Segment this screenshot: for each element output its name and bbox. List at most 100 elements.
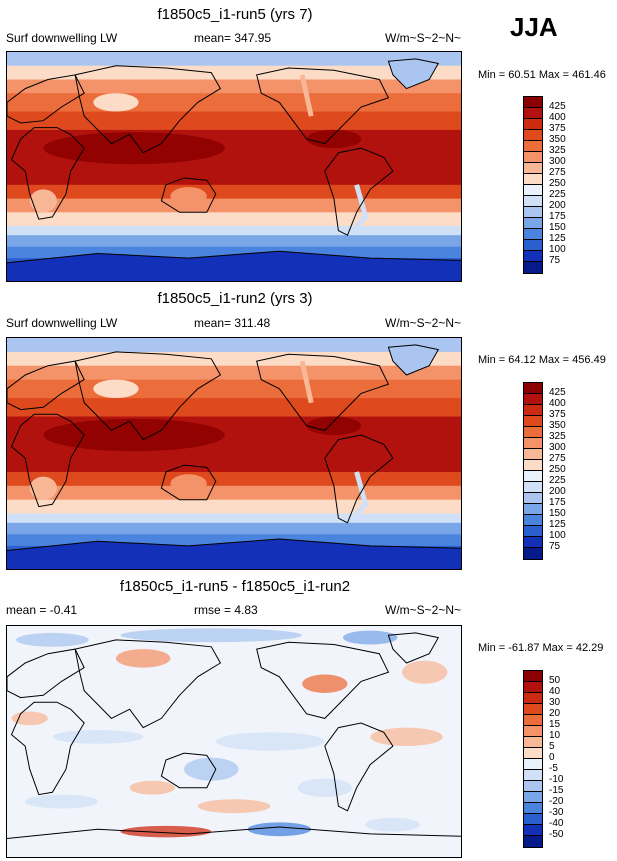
coastline-europe	[7, 360, 85, 411]
colorbar-swatch	[524, 515, 542, 526]
field-band	[7, 198, 461, 213]
africa-south	[29, 189, 57, 213]
andes-ridge	[350, 184, 369, 233]
difference-anomaly	[52, 729, 144, 744]
tibet-plateau	[93, 379, 139, 399]
colorbar-tick-label: 0	[549, 752, 555, 763]
field-band	[7, 184, 461, 199]
field-band	[7, 52, 461, 67]
colorbar-swatch	[524, 803, 542, 814]
colorbar-tick-label: 275	[549, 453, 566, 464]
coastline-samerica	[324, 722, 394, 812]
colorbar-swatch	[524, 537, 542, 548]
coastline-namerica	[256, 641, 390, 719]
colorbar-swatch	[524, 460, 542, 471]
colorbar-swatch	[524, 682, 542, 693]
colorbar-tick-label: -20	[549, 796, 564, 807]
colorbar-swatch	[524, 482, 542, 493]
colorbar-swatch	[524, 163, 542, 174]
colorbar-swatch	[524, 185, 542, 196]
coastline-greenland	[387, 632, 440, 664]
colorbar-swatch	[524, 141, 542, 152]
colorbar-swatch	[524, 693, 542, 704]
difference-anomaly	[184, 757, 239, 781]
field-band	[7, 111, 461, 131]
panel-3-map	[6, 625, 462, 858]
panel-3-title: f1850c5_i1-run5 - f1850c5_i1-run2	[119, 578, 351, 595]
colorbar-swatch	[524, 174, 542, 185]
coastline-samerica	[324, 434, 394, 524]
field-band	[7, 212, 461, 227]
panel-2-minmax: Min = 64.12 Max = 456.49	[478, 354, 606, 366]
field-band	[7, 79, 461, 94]
colorbar-swatch	[524, 262, 542, 273]
difference-anomaly	[342, 630, 398, 645]
colorbar-tick-label: -10	[549, 774, 564, 785]
colorbar-tick-label: 100	[549, 530, 566, 541]
colorbar-swatch	[524, 394, 542, 405]
colorbar-swatch	[524, 196, 542, 207]
colorbar-swatch	[524, 814, 542, 825]
panel-2-map-canvas	[7, 338, 461, 569]
coastline-europe	[7, 648, 85, 699]
difference-anomaly	[302, 674, 348, 693]
colorbar-swatch	[524, 130, 542, 141]
colorbar-swatch	[524, 471, 542, 482]
field-band	[7, 226, 461, 236]
difference-anomaly	[247, 822, 312, 837]
colorbar-swatch	[524, 416, 542, 427]
field-band	[7, 365, 461, 381]
colorbar-swatch	[524, 108, 542, 119]
tibet-plateau	[93, 93, 139, 112]
panel-2-map	[6, 337, 462, 570]
australia-interior	[170, 474, 207, 493]
colorbar-swatch	[524, 152, 542, 163]
colorbar-tick-label: 200	[549, 200, 566, 211]
africa-south	[29, 476, 57, 500]
colorbar-swatch	[524, 759, 542, 770]
field-band	[7, 485, 461, 501]
colorbar-swatch	[524, 704, 542, 715]
colorbar-swatch	[524, 748, 542, 759]
colorbar-tick-label: 175	[549, 211, 566, 222]
warm-pool	[306, 416, 362, 436]
coastline-namerica	[256, 67, 390, 145]
colorbar-tick-label: 350	[549, 134, 566, 145]
coastline-australia	[160, 464, 217, 501]
difference-anomaly	[197, 799, 271, 814]
rockies-ridge	[299, 360, 314, 404]
difference-anomaly	[401, 660, 448, 684]
colorbar-swatch	[524, 251, 542, 262]
colorbar-swatch	[524, 427, 542, 438]
warm-pool	[306, 129, 362, 149]
colorbar-tick-label: 200	[549, 486, 566, 497]
colorbar-tick-label: 225	[549, 475, 566, 486]
colorbar-tick-label: 50	[549, 675, 561, 686]
panel-2-variable-label: Surf downwelling LW	[6, 316, 118, 330]
colorbar-swatch	[524, 781, 542, 792]
colorbar-swatch	[524, 770, 542, 781]
colorbar-swatch	[524, 119, 542, 130]
difference-anomaly	[16, 632, 89, 647]
difference-anomaly	[120, 825, 212, 838]
panel-2-title: f1850c5_i1-run2 (yrs 3)	[157, 290, 313, 307]
field-band	[7, 338, 461, 353]
panel-3-minmax: Min = -61.87 Max = 42.29	[478, 642, 604, 654]
coastline-greenland	[387, 344, 440, 376]
colorbar-tick-label: 400	[549, 398, 566, 409]
colorbar-swatch	[524, 383, 542, 394]
panel-1-variable-label: Surf downwelling LW	[6, 31, 118, 45]
colorbar-swatch	[524, 836, 542, 847]
panel-1-mean-label: mean= 347.95	[194, 31, 272, 45]
panel-1-map-canvas	[7, 52, 461, 281]
panel-3-mean-label: mean = -0.41	[6, 603, 78, 617]
colorbar-tick-label: 40	[549, 686, 561, 697]
coastline-greenland	[387, 58, 440, 90]
colorbar-swatch	[524, 449, 542, 460]
colorbar-tick-label: 30	[549, 697, 561, 708]
colorbar-swatch	[524, 548, 542, 559]
coastline-europe	[7, 74, 85, 124]
colorbar-swatch	[524, 229, 542, 240]
colorbar-tick-label: 425	[549, 101, 566, 112]
antarctica-land	[7, 251, 461, 281]
